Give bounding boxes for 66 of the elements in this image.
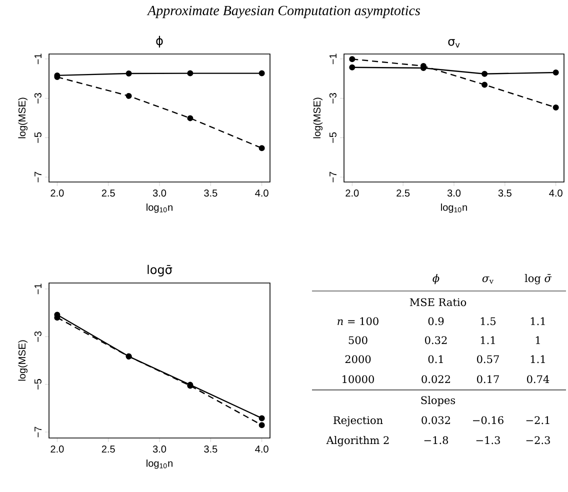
text: 0.1 — [428, 355, 443, 364]
text: Rejection — [334, 416, 383, 426]
text: 0.032 — [422, 416, 450, 424]
text: σ$_{v}$ — [482, 276, 494, 284]
y-tick-label: −3 — [34, 93, 42, 104]
x-tick-label: 3.0 — [152, 190, 166, 197]
y-tick-label: −3 — [329, 93, 336, 104]
x-tick-label: 3.5 — [204, 446, 218, 453]
chart-title: Approximate Bayesian Computation asymptotics — [146, 6, 420, 18]
y-tick-label: −5 — [34, 379, 42, 390]
chart-title: σ$_{v}$ — [448, 39, 460, 48]
text: 1 — [536, 336, 540, 344]
text: 0.57 — [477, 355, 499, 364]
x-tick-label: 2.5 — [396, 190, 410, 197]
text: ϕ — [432, 274, 440, 284]
text: 1.1 — [530, 355, 545, 364]
text: −1.3 — [476, 436, 500, 444]
y-tick-label: −7 — [34, 172, 42, 182]
text: 1.5 — [480, 317, 496, 326]
x-tick-label: 2.5 — [102, 446, 115, 453]
text: 0.17 — [477, 375, 499, 384]
y-tick-label: −7 — [34, 426, 42, 438]
x-tick-label: 2.5 — [102, 190, 115, 197]
text: 500 — [348, 336, 368, 344]
y-axis-title: log(MSE) — [18, 98, 28, 138]
text: 0.74 — [527, 375, 550, 384]
y-tick-label: −3 — [34, 331, 42, 342]
text: −2.3 — [526, 436, 550, 444]
x-tick-label: 2.0 — [50, 446, 64, 453]
y-axis-title: log(MSE) — [18, 340, 28, 381]
text: 0.32 — [425, 336, 447, 344]
x-tick-label: 4.0 — [255, 190, 268, 197]
y-tick-label: −5 — [34, 132, 42, 143]
text: log σ̄ — [524, 274, 552, 284]
x-tick-label: 4.0 — [255, 446, 268, 453]
y-tick-label: −1 — [34, 54, 42, 64]
text: −2.1 — [526, 416, 550, 424]
x-tick-label: 3.0 — [447, 190, 461, 197]
y-axis-title: log(MSE) — [313, 98, 323, 138]
text: 2000 — [345, 355, 371, 364]
text: −0.16 — [473, 416, 504, 424]
x-axis-title: log$_{10}$n — [146, 203, 172, 213]
x-tick-label: 3.0 — [152, 446, 166, 453]
text: Algorithm 2 — [326, 436, 389, 446]
y-tick-label: −1 — [330, 54, 336, 64]
text: n = 100 — [338, 317, 378, 326]
text: 1.1 — [530, 317, 545, 326]
x-tick-label: 3.5 — [204, 190, 218, 197]
y-tick-label: −5 — [329, 132, 336, 143]
x-tick-label: 3.5 — [498, 190, 512, 197]
x-axis-title: log$_{10}$n — [441, 203, 467, 213]
text: −1.8 — [424, 436, 448, 444]
y-tick-label: −7 — [330, 172, 336, 182]
chart-subtitle: ϕ — [156, 36, 163, 48]
text: MSE Ratio — [410, 298, 466, 306]
x-tick-label: 4.0 — [549, 190, 562, 197]
x-axis-title: log$_{10}$n — [146, 459, 172, 469]
x-tick-label: 2.0 — [50, 190, 64, 197]
chart-title: logσ̄ — [148, 264, 172, 276]
text: 0.9 — [428, 317, 444, 326]
text: 1.1 — [480, 336, 495, 344]
x-tick-label: 2.0 — [346, 190, 359, 197]
text: 10000 — [342, 375, 374, 384]
text: Slopes — [421, 396, 456, 406]
y-tick-label: −1 — [34, 284, 42, 294]
text: 0.022 — [422, 375, 450, 384]
